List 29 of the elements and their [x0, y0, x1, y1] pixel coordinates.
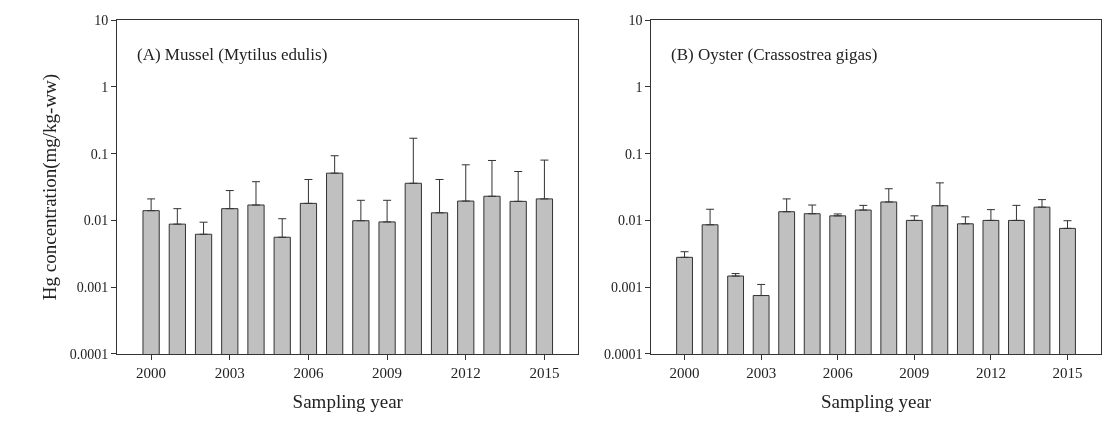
x-tick-label: 2009 [372, 364, 403, 381]
y-tick-label: 0.001 [611, 280, 643, 296]
x-tick-label: 2006 [293, 364, 324, 381]
x-axis-title: Sampling year [820, 390, 932, 412]
x-tick-label: 2006 [822, 364, 854, 381]
y-tick-label: 0.01 [618, 213, 643, 229]
y-tick-label: 10 [628, 12, 643, 28]
y-tick-label: 10 [94, 12, 109, 28]
text: (B) Oyster (Crassostrea gigas) [671, 45, 878, 64]
x-tick-label: 2009 [899, 364, 930, 381]
y-tick-label: 0.01 [83, 213, 109, 229]
x-tick-label: 2012 [975, 364, 1006, 381]
y-tick-label: 1 [101, 79, 109, 95]
x-tick-label: 2015 [1052, 364, 1083, 381]
y-tick-label: 0.0001 [69, 346, 109, 362]
x-tick-label: 2015 [529, 364, 560, 381]
text: (A) Mussel (Mytilus edulis) [137, 45, 328, 64]
x-tick-label: 2003 [746, 364, 777, 381]
x-tick-label: 2000 [669, 364, 700, 381]
y-tick-label: 1 [635, 79, 643, 95]
y-tick-label: 0.0001 [604, 346, 643, 362]
x-tick-label: 2000 [136, 364, 167, 381]
x-tick-label: 2003 [214, 364, 245, 381]
x-tick-label: 2012 [450, 364, 481, 381]
y-tick-label: 0.1 [625, 146, 643, 162]
y-tick-label: 0.1 [90, 146, 109, 162]
x-axis-title: Sampling year [292, 390, 404, 412]
y-axis-title: Hg concentration(mg/kg-ww) [38, 73, 61, 301]
y-tick-label: 0.001 [76, 280, 109, 296]
